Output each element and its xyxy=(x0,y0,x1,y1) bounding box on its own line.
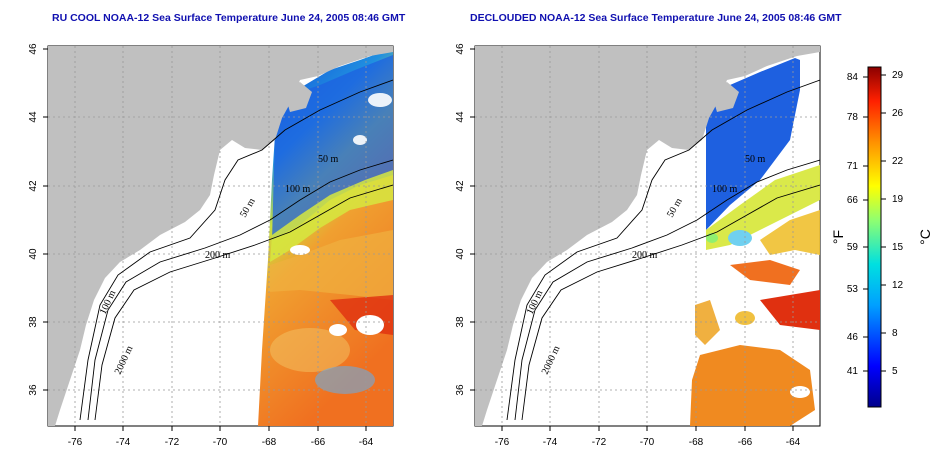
lat-tick-label: 46 xyxy=(455,43,466,55)
right-bathymetry-contours xyxy=(506,79,820,421)
lon-tick-label: -64 xyxy=(359,437,374,448)
fahrenheit-tick-labels: 84 78 71 66 59 53 46 41 xyxy=(847,72,859,377)
lat-tick-label: 40 xyxy=(28,248,39,260)
fahrenheit-tick-label: 78 xyxy=(847,112,859,123)
left-bathymetry-contours xyxy=(79,79,393,421)
contour-label: 100 m xyxy=(285,184,311,195)
celsius-tick-label: 8 xyxy=(892,328,898,339)
left-map-panel: 50 m 100 m 200 m 50 m 2000 m 100 m -76 -… xyxy=(28,43,394,448)
right-map-title: DECLOUDED NOAA-12 Sea Surface Temperatur… xyxy=(470,12,842,24)
fahrenheit-unit-label: °F xyxy=(830,230,846,244)
right-lon-tick-labels: -76 -74 -72 -70 -68 -66 -64 xyxy=(495,437,801,448)
celsius-tick-label: 22 xyxy=(892,156,904,167)
left-tick-marks xyxy=(43,48,367,431)
lon-tick-label: -76 xyxy=(68,437,83,448)
contour-label: 50 m xyxy=(318,154,339,165)
left-lon-tick-labels: -76 -74 -72 -70 -68 -66 -64 xyxy=(68,437,374,448)
temperature-colorbar: 84 78 71 66 59 53 46 41 29 26 22 19 15 1… xyxy=(830,66,933,408)
lon-tick-label: -68 xyxy=(262,437,277,448)
contour-label: 200 m xyxy=(632,250,658,261)
colorbar-tick-marks xyxy=(863,74,886,372)
lat-tick-label: 38 xyxy=(455,316,466,328)
lat-tick-label: 42 xyxy=(455,180,466,192)
celsius-tick-labels: 29 26 22 19 15 12 8 5 xyxy=(892,70,904,377)
lon-tick-label: -70 xyxy=(213,437,228,448)
fahrenheit-tick-label: 59 xyxy=(847,242,859,253)
contour-label: 100 m xyxy=(712,184,738,195)
fahrenheit-tick-label: 66 xyxy=(847,195,859,206)
lat-tick-label: 40 xyxy=(455,248,466,260)
lon-tick-label: -68 xyxy=(689,437,704,448)
celsius-unit-label: °C xyxy=(917,229,933,245)
fahrenheit-tick-label: 53 xyxy=(847,284,859,295)
lon-tick-label: -70 xyxy=(640,437,655,448)
celsius-tick-label: 15 xyxy=(892,242,904,253)
lon-tick-label: -72 xyxy=(165,437,180,448)
lon-tick-label: -66 xyxy=(311,437,326,448)
lon-tick-label: -66 xyxy=(738,437,753,448)
fahrenheit-tick-label: 84 xyxy=(847,72,859,83)
right-lat-tick-labels: 36 38 40 42 44 46 xyxy=(455,43,466,396)
celsius-tick-label: 12 xyxy=(892,280,904,291)
colorbar-gradient xyxy=(867,66,882,408)
lat-tick-label: 44 xyxy=(455,111,466,123)
left-gridlines xyxy=(48,46,393,426)
right-gridlines xyxy=(475,46,820,426)
celsius-tick-label: 19 xyxy=(892,194,904,205)
contour-label: 200 m xyxy=(205,250,231,261)
right-map-panel: 50 m 100 m 200 m 50 m 2000 m 100 m -76 -… xyxy=(455,43,821,448)
lat-tick-label: 44 xyxy=(28,111,39,123)
right-land xyxy=(475,46,820,426)
lat-tick-label: 36 xyxy=(28,384,39,396)
fahrenheit-tick-label: 46 xyxy=(847,332,859,343)
lat-tick-label: 46 xyxy=(28,43,39,55)
lon-tick-label: -64 xyxy=(786,437,801,448)
fahrenheit-tick-label: 41 xyxy=(847,366,859,377)
lon-tick-label: -74 xyxy=(116,437,131,448)
celsius-tick-label: 29 xyxy=(892,70,904,81)
right-tick-marks xyxy=(470,48,794,431)
celsius-tick-label: 26 xyxy=(892,108,904,119)
lat-tick-label: 42 xyxy=(28,180,39,192)
lon-tick-label: -76 xyxy=(495,437,510,448)
lat-tick-label: 38 xyxy=(28,316,39,328)
lat-tick-label: 36 xyxy=(455,384,466,396)
lon-tick-label: -72 xyxy=(592,437,607,448)
left-lat-tick-labels: 36 38 40 42 44 46 xyxy=(28,43,39,396)
left-nova-scotia xyxy=(283,82,312,112)
right-nova-scotia xyxy=(710,82,739,112)
left-land xyxy=(48,46,393,426)
fahrenheit-tick-label: 71 xyxy=(847,161,859,172)
left-map-title: RU COOL NOAA-12 Sea Surface Temperature … xyxy=(52,12,406,24)
celsius-tick-label: 5 xyxy=(892,366,898,377)
contour-label: 50 m xyxy=(745,154,766,165)
lon-tick-label: -74 xyxy=(543,437,558,448)
